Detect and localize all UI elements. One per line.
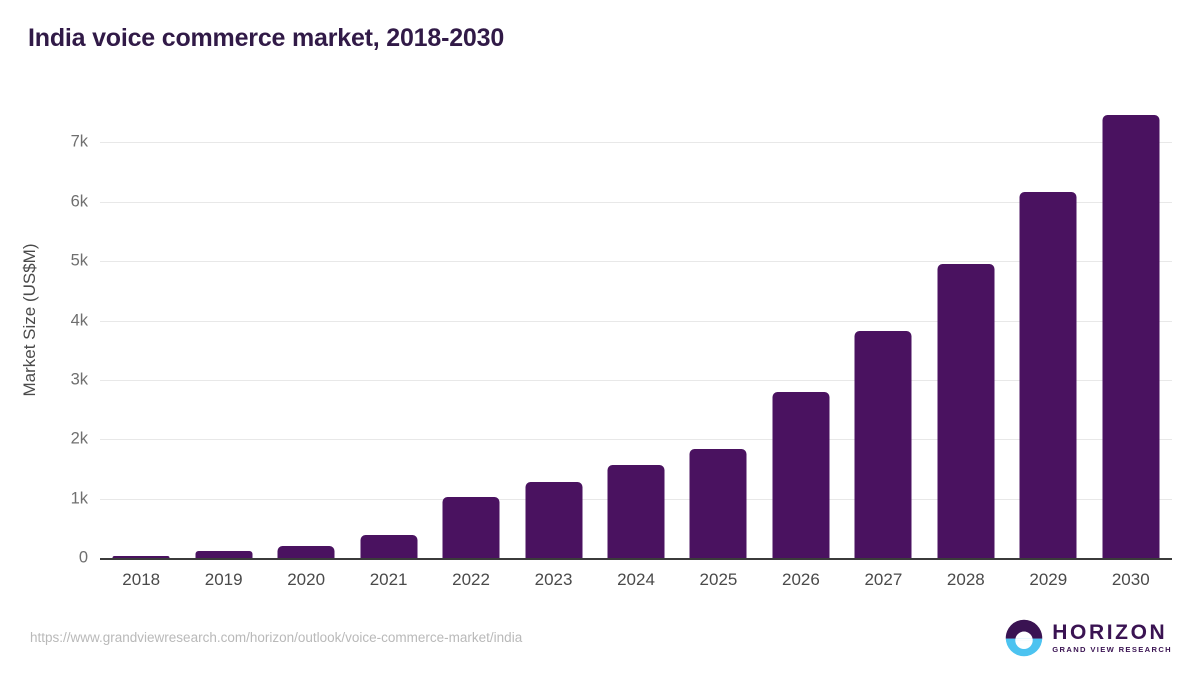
- logo-wordmark: HORIZON: [1052, 621, 1168, 645]
- y-axis-tick-label: 4k: [70, 311, 88, 330]
- y-axis-tick-label: 2k: [70, 429, 88, 448]
- x-axis-tick-label: 2023: [534, 570, 573, 589]
- bar-2019[interactable]: [195, 551, 253, 558]
- bar-2025[interactable]: [689, 448, 747, 558]
- logo-text: HORIZON GRAND VIEW RESEARCH: [1052, 622, 1172, 654]
- horizon-logo-icon: [1006, 619, 1043, 657]
- gridline: [100, 379, 1172, 381]
- gridline: [100, 320, 1172, 322]
- source-url[interactable]: https://www.grandviewresearch.com/horizo…: [30, 630, 523, 645]
- y-axis-tick-label: 6k: [70, 192, 88, 211]
- bar-slot: [347, 95, 429, 558]
- x-axis-tick-label: 2020: [287, 570, 326, 589]
- bar-2021[interactable]: [360, 534, 418, 558]
- bar-2024[interactable]: [607, 465, 665, 558]
- bar-slot: [1090, 95, 1172, 558]
- logo-subtitle: GRAND VIEW RESEARCH: [1052, 645, 1172, 655]
- bar-slot: [512, 95, 594, 558]
- bar-2029[interactable]: [1019, 191, 1077, 558]
- x-axis-tick-label: 2025: [699, 570, 738, 589]
- x-axis-tick-label: 2029: [1029, 570, 1068, 589]
- x-axis-tick-label: 2028: [946, 570, 985, 589]
- bar-slot: [760, 95, 842, 558]
- x-axis-tick-label: 2030: [1111, 570, 1150, 589]
- bar-series: [100, 95, 1172, 558]
- x-axis-line: [100, 558, 1172, 560]
- y-axis-tick-label: 5k: [70, 251, 88, 270]
- bar-2028[interactable]: [937, 263, 995, 558]
- bar-slot: [1007, 95, 1089, 558]
- gridline: [100, 142, 1172, 144]
- bar-2027[interactable]: [854, 331, 912, 558]
- x-axis-tick-label: 2019: [204, 570, 243, 589]
- bar-2030[interactable]: [1102, 114, 1160, 558]
- bar-slot: [430, 95, 512, 558]
- y-axis-tick-label: 1k: [70, 489, 88, 508]
- bar-slot: [925, 95, 1007, 558]
- bar-2023[interactable]: [525, 482, 583, 558]
- horizon-logo: HORIZON GRAND VIEW RESEARCH: [1005, 618, 1172, 658]
- bar-2020[interactable]: [277, 545, 335, 558]
- x-axis-tick-label: 2021: [369, 570, 408, 589]
- gridline: [100, 261, 1172, 263]
- gridline: [100, 201, 1172, 203]
- bar-2026[interactable]: [772, 391, 830, 558]
- gridline: [100, 439, 1172, 441]
- x-axis-tick-label: 2027: [864, 570, 903, 589]
- bar-slot: [842, 95, 924, 558]
- bar-slot: [265, 95, 347, 558]
- y-axis-tick-label: 3k: [70, 370, 88, 389]
- y-axis-tick-label: 7k: [70, 132, 88, 151]
- bar-2018[interactable]: [112, 556, 170, 558]
- y-axis-title: Market Size (US$M): [20, 243, 39, 397]
- x-axis-tick-label: 2018: [122, 570, 161, 589]
- x-axis-tick-label: 2022: [452, 570, 490, 589]
- y-axis-tick-label: 0: [78, 548, 88, 567]
- page-title: India voice commerce market, 2018-2030: [28, 24, 505, 52]
- bar-slot: [182, 95, 264, 558]
- x-axis-tick-label: 2024: [617, 570, 655, 589]
- bar-slot: [100, 95, 182, 558]
- bar-2022[interactable]: [442, 496, 500, 558]
- x-axis-tick-label: 2026: [782, 570, 820, 589]
- bar-slot: [677, 95, 759, 558]
- bar-slot: [595, 95, 677, 558]
